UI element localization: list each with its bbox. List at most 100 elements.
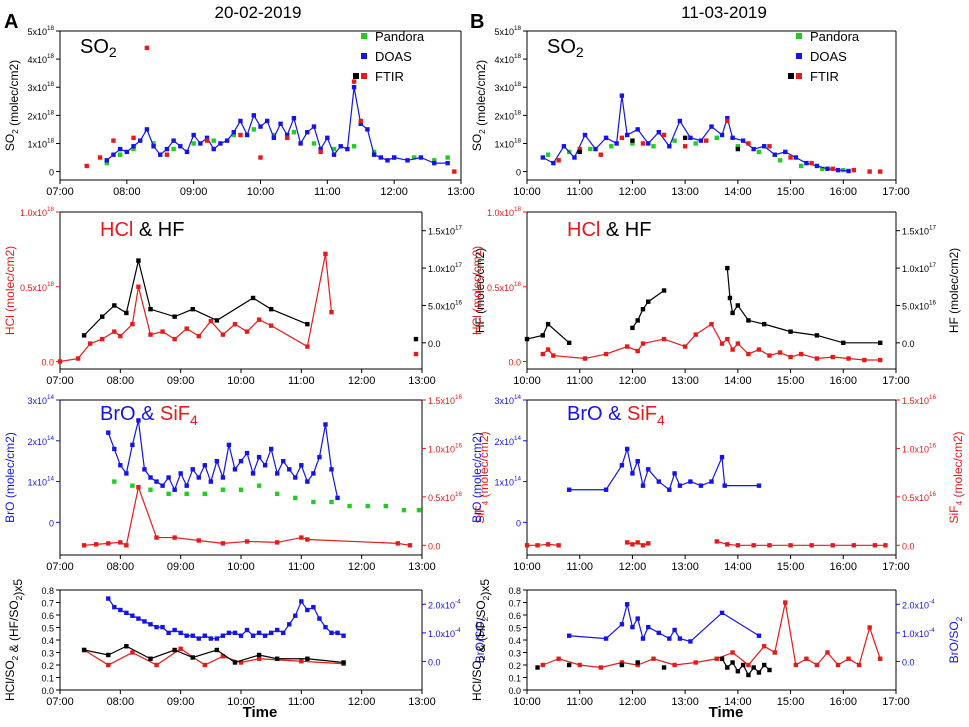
data-point-BrO-green	[275, 491, 280, 497]
data-point-DOAS	[124, 149, 130, 155]
data-point-HF-3	[788, 329, 793, 334]
data-point-BrO/SO2	[756, 633, 762, 638]
y2-tick-label: 5.0x1016	[428, 299, 463, 311]
data-point-BrO-green	[148, 487, 153, 492]
data-point-DOAS	[677, 118, 683, 124]
x-tick-label: 12:00	[619, 186, 647, 198]
y2-tick-label: 1.5x1016	[428, 394, 463, 406]
data-point-HF/SO2x5	[740, 662, 746, 668]
data-point-HF-2	[661, 288, 667, 293]
data-point-HF-1	[566, 340, 572, 346]
data-point-BrO	[688, 479, 693, 484]
data-point-BrO/SO2	[619, 622, 625, 627]
data-point-HCl	[148, 332, 153, 337]
series-line-BrO	[107, 420, 339, 499]
data-point-HF-early	[661, 665, 667, 670]
series-line-HCl	[542, 323, 881, 361]
data-point-FTIR-black	[735, 146, 741, 152]
data-point-DOAS	[582, 132, 588, 138]
data-point-FTIR	[619, 135, 625, 141]
data-point-HF	[250, 295, 256, 301]
data-point-BrO/SO2	[630, 624, 635, 630]
x-tick-label: 12:00	[619, 561, 647, 573]
data-point-HF-2	[630, 325, 635, 331]
data-point-BrO/SO2	[208, 636, 214, 641]
data-point-BrO	[256, 454, 262, 460]
y-tick-label: 1x1014	[27, 476, 54, 488]
data-point-BrO/SO2	[287, 622, 292, 627]
y2-tick-label: 0.5x1016	[902, 491, 937, 503]
data-point-BrO/SO2	[672, 627, 677, 633]
x-tick-label: 12:00	[348, 561, 376, 573]
data-point-HF-2	[646, 299, 651, 304]
data-point-DOAS	[646, 141, 651, 146]
y-tick-label: 0.2	[41, 661, 54, 671]
y-tick-label: 5x1018	[27, 25, 54, 37]
data-point-HCl/SO2	[651, 656, 656, 661]
y-tick-label: 0.7	[508, 599, 521, 609]
data-point-SiF4-3	[830, 543, 835, 548]
y-label: SO2 (molec/cm2)	[470, 60, 488, 151]
legend-swatch-black	[788, 73, 794, 79]
data-point-FTIR	[556, 158, 561, 163]
y2-tick-label: 1.0x1017	[902, 262, 937, 274]
data-point-BrO	[262, 463, 268, 468]
x-tick-label: 11:00	[566, 696, 593, 708]
data-point-Pandora	[432, 158, 437, 163]
data-point-Pandora	[271, 132, 277, 138]
y2-tick-label: 0.0	[902, 657, 915, 667]
data-point-BrO	[190, 467, 195, 472]
data-point-HF	[100, 314, 105, 319]
y-tick-label: 1x1018	[27, 137, 54, 149]
data-point-FTIR	[318, 149, 323, 155]
data-point-FTIR	[830, 166, 835, 171]
data-point-SiF4-3	[883, 543, 888, 548]
data-point-HF-3	[735, 303, 741, 308]
data-point-BrO	[299, 463, 304, 468]
data-point-DOAS	[783, 149, 788, 155]
x-tick-label: 12:00	[348, 375, 376, 387]
data-point-HCl	[640, 341, 646, 346]
data-point-DOAS	[305, 130, 310, 135]
data-point-DOAS	[311, 124, 317, 129]
data-point-BrO/SO2	[130, 613, 135, 618]
series-line-HCl/SO2	[542, 602, 881, 669]
data-point-HCl/SO2	[804, 656, 809, 661]
data-point-HCl	[112, 329, 117, 334]
data-point-HF/SO2x5	[214, 647, 220, 653]
data-point-BrO/SO2	[275, 627, 280, 633]
x-tick-label: 15:00	[777, 375, 805, 387]
data-point-HF-early	[619, 662, 625, 668]
data-point-BrO/SO2	[635, 616, 640, 621]
x-tick-label: 13:00	[408, 375, 436, 387]
data-point-DOAS	[635, 127, 640, 132]
data-point-DOAS	[793, 155, 799, 160]
data-point-HF-1	[545, 321, 551, 327]
data-point-FTIR	[767, 144, 772, 149]
data-point-DOAS	[111, 152, 116, 157]
data-point-BrO	[677, 483, 683, 488]
data-point-SiF4	[395, 541, 401, 546]
data-point-DOAS	[331, 152, 337, 157]
data-point-DOAS	[244, 132, 250, 138]
data-point-DOAS	[593, 146, 598, 152]
data-point-HF/SO2x5	[275, 656, 280, 661]
data-point-HF-early	[566, 662, 572, 668]
data-point-Pandora	[331, 146, 337, 152]
panel-label-a: A	[4, 11, 18, 33]
x-tick-label: 12:00	[619, 375, 647, 387]
x-tick-label: 10:00	[227, 561, 255, 573]
data-point-BrO/SO2	[719, 610, 725, 616]
data-point-Pandora	[291, 130, 297, 135]
data-point-Pandora	[171, 146, 176, 152]
x-tick-label: 14:00	[724, 561, 752, 573]
x-tick-label: 13:00	[671, 696, 699, 708]
data-point-HCl	[730, 347, 735, 352]
data-point-FTIR-black	[682, 135, 688, 141]
data-point-BrO/SO2	[268, 630, 274, 636]
y2-tick-label: 1.0x10-4	[428, 627, 461, 639]
data-point-DOAS	[772, 152, 777, 157]
data-point-DOAS	[198, 141, 203, 146]
data-point-HCl	[244, 329, 250, 334]
data-point-BrO/SO2	[148, 622, 153, 627]
